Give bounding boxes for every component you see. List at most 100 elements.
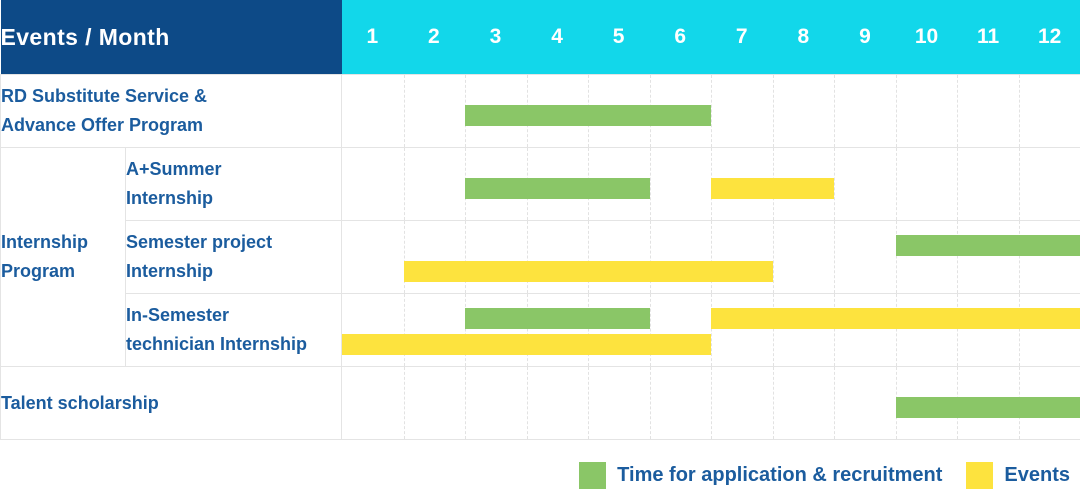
month-gridline (649, 367, 651, 439)
header-corner-cell: Events / Month (0, 0, 342, 75)
row-sublabel-line: In-Semester (126, 305, 230, 325)
row-timeline-cell (341, 293, 1080, 367)
month-gridline (403, 294, 405, 366)
month-gridline (403, 75, 405, 147)
row-label: Talent scholarship (0, 366, 343, 440)
month-gridline (834, 221, 836, 293)
month-header-strip: 1 2 3 4 5 6 7 8 9 10 11 12 (341, 0, 1080, 75)
month-gridline (834, 294, 836, 366)
row-label-line: Advance Offer Program (1, 115, 204, 135)
month-header-cell: 12 (1037, 25, 1062, 48)
month-gridline (588, 221, 590, 293)
month-gridline (526, 221, 528, 293)
month-gridline (772, 367, 774, 439)
group-label-line: Internship (1, 232, 89, 252)
month-gridline (1018, 148, 1020, 220)
month-gridline (403, 221, 405, 293)
row-sublabel-line: A+Summer (126, 159, 222, 179)
gantt-bar-event (342, 334, 712, 355)
month-header-cell: 2 (428, 25, 440, 48)
month-header-cell: 6 (674, 25, 687, 48)
month-header-cell: 7 (735, 25, 748, 48)
row-sublabel-line: Semester project (126, 232, 273, 252)
month-header-cell: 8 (797, 25, 810, 48)
gantt-row: In-Semester technician Internship (1, 293, 1080, 367)
month-gridline (465, 221, 467, 293)
month-header-cell: 10 (914, 25, 939, 48)
month-gridline (957, 75, 959, 147)
legend-item-recruitment: Time for application & recruitment (579, 461, 943, 489)
month-gridline (772, 75, 774, 147)
gantt-row: Internship Program A+Summer Internship (0, 147, 1080, 367)
month-gridline (649, 221, 651, 293)
month-gridline (1018, 221, 1020, 293)
month-header-cell: 3 (489, 25, 502, 48)
month-gridline (403, 367, 405, 439)
month-gridline (1018, 75, 1020, 147)
group-label: Internship Program (0, 147, 126, 367)
gantt-bar-recruitment (895, 397, 1080, 418)
month-gridline (711, 75, 713, 147)
row-sublabel: In-Semester technician Internship (124, 293, 343, 367)
header-row: Events / Month 1 2 3 4 5 6 7 8 9 10 11 12 (0, 0, 1080, 75)
gantt-row: Talent scholarship (0, 366, 1080, 440)
month-gridline (834, 148, 836, 220)
month-gridline (711, 294, 713, 366)
month-gridline (895, 221, 897, 293)
month-gridline (711, 221, 713, 293)
gantt-bar-recruitment (465, 178, 650, 199)
row-timeline-cell (341, 366, 1080, 440)
month-gridline (403, 148, 405, 220)
row-label: RD Substitute Service & Advance Offer Pro… (0, 74, 343, 148)
month-gridline (895, 148, 897, 220)
legend-swatch-events (966, 461, 994, 489)
legend-label-recruitment: Time for application & recruitment (617, 463, 943, 486)
gantt-row: Semester project Internship (1, 220, 1080, 294)
row-sublabel-line: Internship (126, 188, 214, 208)
row-label-line: RD Substitute Service & (1, 86, 208, 106)
month-gridline (465, 367, 467, 439)
gantt-row: RD Substitute Service & Advance Offer Pro… (0, 74, 1080, 148)
row-timeline-cell (341, 74, 1080, 148)
row-timeline-cell (341, 220, 1080, 294)
legend-swatch-recruitment (579, 461, 607, 489)
row-sublabel: Semester project Internship (124, 220, 343, 294)
month-gridline (895, 75, 897, 147)
month-header-cell: 9 (859, 25, 871, 48)
month-gridline (711, 367, 713, 439)
month-gridline (957, 294, 959, 366)
month-gridline (772, 221, 774, 293)
month-gridline (957, 221, 959, 293)
gantt-bar-event (711, 308, 1080, 329)
month-gridline (588, 294, 590, 366)
legend: Time for application & recruitment Event… (579, 460, 1070, 490)
month-gridline (649, 148, 651, 220)
gantt-bar-recruitment (465, 308, 650, 329)
month-gridline (465, 294, 467, 366)
row-label-line: Talent scholarship (1, 392, 159, 413)
month-gridline (957, 148, 959, 220)
month-gridline (895, 294, 897, 366)
gantt-bar-recruitment (465, 105, 712, 126)
month-gridline (834, 75, 836, 147)
legend-label-events: Events (1004, 463, 1070, 486)
month-header-cell: 11 (976, 25, 1000, 48)
month-gridline (588, 367, 590, 439)
month-gridline (1018, 294, 1020, 366)
gantt-table: Events / Month 1 2 3 4 5 6 7 8 9 10 11 12 RD Substi… (0, 0, 1080, 440)
gantt-bar-event (711, 178, 835, 199)
row-sublabel: A+Summer Internship (124, 147, 343, 221)
month-header-cells: 1 2 3 4 5 6 7 8 9 10 11 12 (342, 0, 1080, 74)
row-sublabel-line: technician Internship (126, 334, 308, 354)
header-corner-label: Events / Month (0, 23, 170, 50)
legend-item-events: Events (966, 461, 1070, 489)
month-header-cell: 5 (612, 25, 625, 48)
gantt-bar-event (403, 261, 773, 282)
month-gridline (526, 367, 528, 439)
month-gridline (649, 294, 651, 366)
month-gridline (772, 294, 774, 366)
month-gridline (834, 367, 836, 439)
row-sublabel-line: Internship (126, 261, 214, 281)
month-header-cell: 4 (551, 25, 563, 48)
